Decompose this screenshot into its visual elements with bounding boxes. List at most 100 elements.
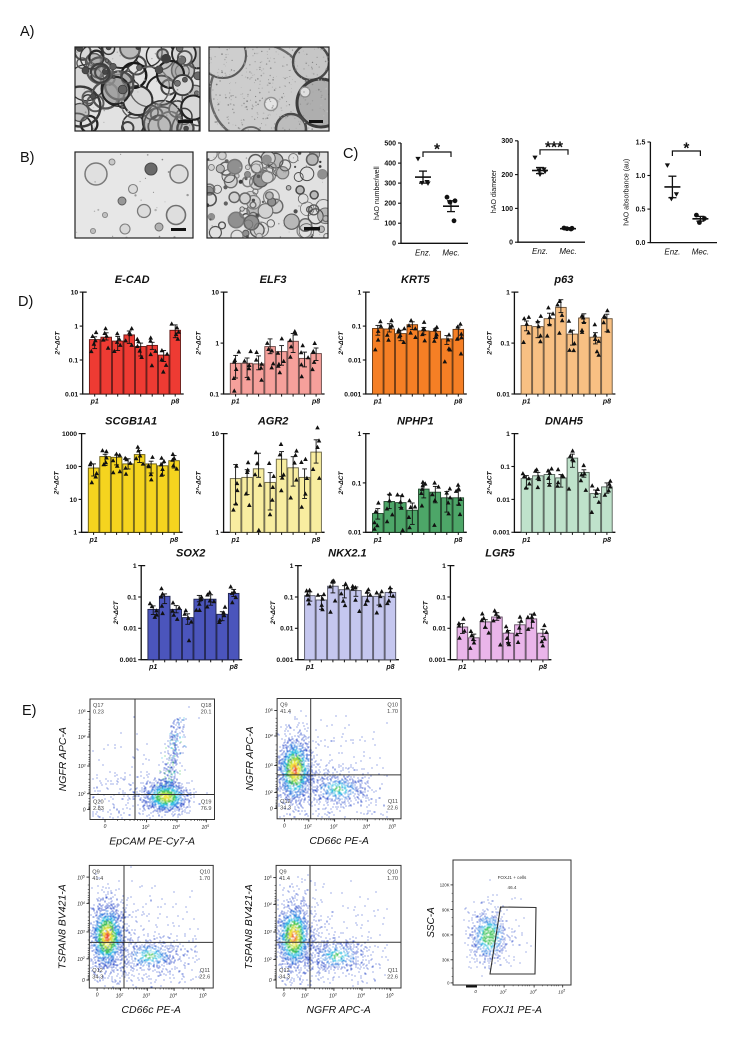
- svg-text:A): A): [20, 24, 35, 40]
- svg-text:p8: p8: [602, 537, 611, 544]
- svg-text:10: 10: [212, 431, 220, 438]
- svg-text:103: 103: [78, 763, 86, 770]
- svg-text:SOX2: SOX2: [176, 548, 205, 560]
- svg-text:*: *: [434, 142, 441, 159]
- svg-text:hAO number/well: hAO number/well: [374, 166, 381, 220]
- svg-text:Mec.: Mec.: [692, 248, 709, 257]
- svg-text:NGFR APC-A: NGFR APC-A: [57, 727, 69, 791]
- svg-text:1: 1: [133, 563, 137, 570]
- svg-text:Q10: Q10: [387, 869, 398, 875]
- svg-text:1.70: 1.70: [387, 876, 398, 882]
- svg-text:2^-ΔCT: 2^-ΔCT: [421, 600, 429, 625]
- svg-text:105: 105: [558, 989, 565, 995]
- svg-text:p8: p8: [538, 664, 547, 671]
- svg-text:105: 105: [264, 875, 272, 882]
- svg-text:***: ***: [545, 139, 564, 156]
- svg-text:1: 1: [442, 563, 446, 570]
- svg-text:34.3: 34.3: [279, 975, 290, 981]
- svg-text:0.01: 0.01: [497, 391, 510, 398]
- svg-text:1: 1: [215, 530, 219, 537]
- svg-text:1000: 1000: [62, 431, 77, 438]
- svg-text:120K: 120K: [440, 883, 450, 888]
- svg-text:102: 102: [116, 993, 124, 1000]
- svg-text:1.70: 1.70: [199, 876, 210, 882]
- svg-text:104: 104: [265, 733, 273, 740]
- svg-text:102: 102: [264, 957, 272, 964]
- svg-text:AGR2: AGR2: [257, 416, 289, 428]
- svg-text:20.1: 20.1: [201, 710, 212, 716]
- svg-text:103: 103: [143, 993, 151, 1000]
- svg-text:22.6: 22.6: [199, 975, 210, 981]
- svg-text:90K: 90K: [442, 907, 450, 912]
- svg-text:Q11: Q11: [388, 968, 398, 974]
- svg-text:p1: p1: [373, 399, 382, 406]
- svg-text:p1: p1: [305, 664, 314, 671]
- svg-text:105: 105: [199, 993, 207, 1000]
- svg-text:NGFR APC-A: NGFR APC-A: [306, 1004, 370, 1016]
- svg-text:C): C): [343, 146, 358, 162]
- svg-text:p1: p1: [89, 537, 98, 544]
- svg-text:SCGB1A1: SCGB1A1: [105, 416, 157, 428]
- svg-text:Q12: Q12: [92, 968, 103, 974]
- svg-text:30K: 30K: [442, 958, 450, 963]
- svg-text:105: 105: [202, 824, 210, 831]
- svg-text:E-CAD: E-CAD: [115, 274, 150, 286]
- svg-text:EpCAM PE-Cy7-A: EpCAM PE-Cy7-A: [109, 836, 195, 848]
- svg-text:104: 104: [78, 734, 86, 741]
- svg-text:1: 1: [358, 290, 362, 297]
- svg-text:10: 10: [70, 497, 78, 504]
- svg-text:Q9: Q9: [92, 869, 99, 875]
- svg-text:0: 0: [269, 978, 272, 984]
- svg-text:34.3: 34.3: [280, 805, 291, 811]
- svg-text:SSC-A: SSC-A: [426, 907, 437, 938]
- svg-text:p63: p63: [553, 274, 573, 286]
- svg-text:105: 105: [388, 824, 396, 831]
- svg-text:2^-ΔCT: 2^-ΔCT: [337, 470, 345, 495]
- svg-text:0.1: 0.1: [352, 480, 362, 487]
- svg-text:*: *: [683, 141, 690, 158]
- svg-text:2^-ΔCT: 2^-ΔCT: [112, 600, 120, 625]
- svg-text:p8: p8: [453, 399, 462, 406]
- svg-text:103: 103: [330, 824, 338, 831]
- svg-text:0: 0: [283, 993, 286, 999]
- svg-text:p8: p8: [385, 664, 394, 671]
- svg-text:103: 103: [142, 824, 150, 831]
- svg-text:0.01: 0.01: [123, 626, 136, 633]
- svg-text:1: 1: [358, 431, 362, 438]
- svg-text:10: 10: [71, 290, 79, 297]
- svg-text:NKX2.1: NKX2.1: [328, 548, 367, 560]
- svg-text:0: 0: [96, 993, 99, 999]
- svg-text:1: 1: [74, 324, 78, 331]
- svg-text:TSPAN8 BV421-A: TSPAN8 BV421-A: [243, 884, 255, 969]
- svg-text:NGFR APC-A: NGFR APC-A: [244, 726, 256, 790]
- svg-text:Q12: Q12: [280, 799, 291, 805]
- svg-text:2^-ΔCT: 2^-ΔCT: [485, 470, 493, 495]
- svg-text:0: 0: [82, 978, 85, 984]
- svg-text:0: 0: [270, 807, 273, 813]
- svg-text:0.1: 0.1: [127, 594, 137, 601]
- svg-text:Mec.: Mec.: [442, 248, 459, 257]
- svg-text:0.1: 0.1: [210, 391, 220, 398]
- svg-text:0.1: 0.1: [500, 340, 510, 347]
- svg-text:p1: p1: [90, 399, 99, 406]
- svg-text:Q19: Q19: [201, 800, 212, 806]
- svg-text:p1: p1: [457, 664, 466, 671]
- svg-text:0.01: 0.01: [348, 357, 361, 364]
- svg-text:103: 103: [77, 929, 85, 936]
- svg-text:hAO absorbance (au): hAO absorbance (au): [623, 159, 630, 226]
- svg-text:102: 102: [77, 956, 85, 963]
- svg-text:0.1: 0.1: [352, 324, 362, 331]
- svg-text:1.5: 1.5: [636, 139, 646, 146]
- svg-text:105: 105: [77, 875, 85, 882]
- svg-text:1: 1: [290, 563, 294, 570]
- svg-text:0: 0: [83, 808, 86, 814]
- svg-text:46.4: 46.4: [508, 885, 517, 890]
- svg-text:2^-ΔCT: 2^-ΔCT: [54, 331, 62, 356]
- svg-text:103: 103: [329, 993, 337, 1000]
- svg-text:105: 105: [265, 708, 273, 715]
- svg-text:2^-ΔCT: 2^-ΔCT: [485, 331, 493, 356]
- svg-text:p1: p1: [521, 537, 530, 544]
- svg-text:0: 0: [392, 241, 396, 248]
- svg-text:500: 500: [384, 140, 396, 147]
- svg-text:200: 200: [501, 172, 513, 179]
